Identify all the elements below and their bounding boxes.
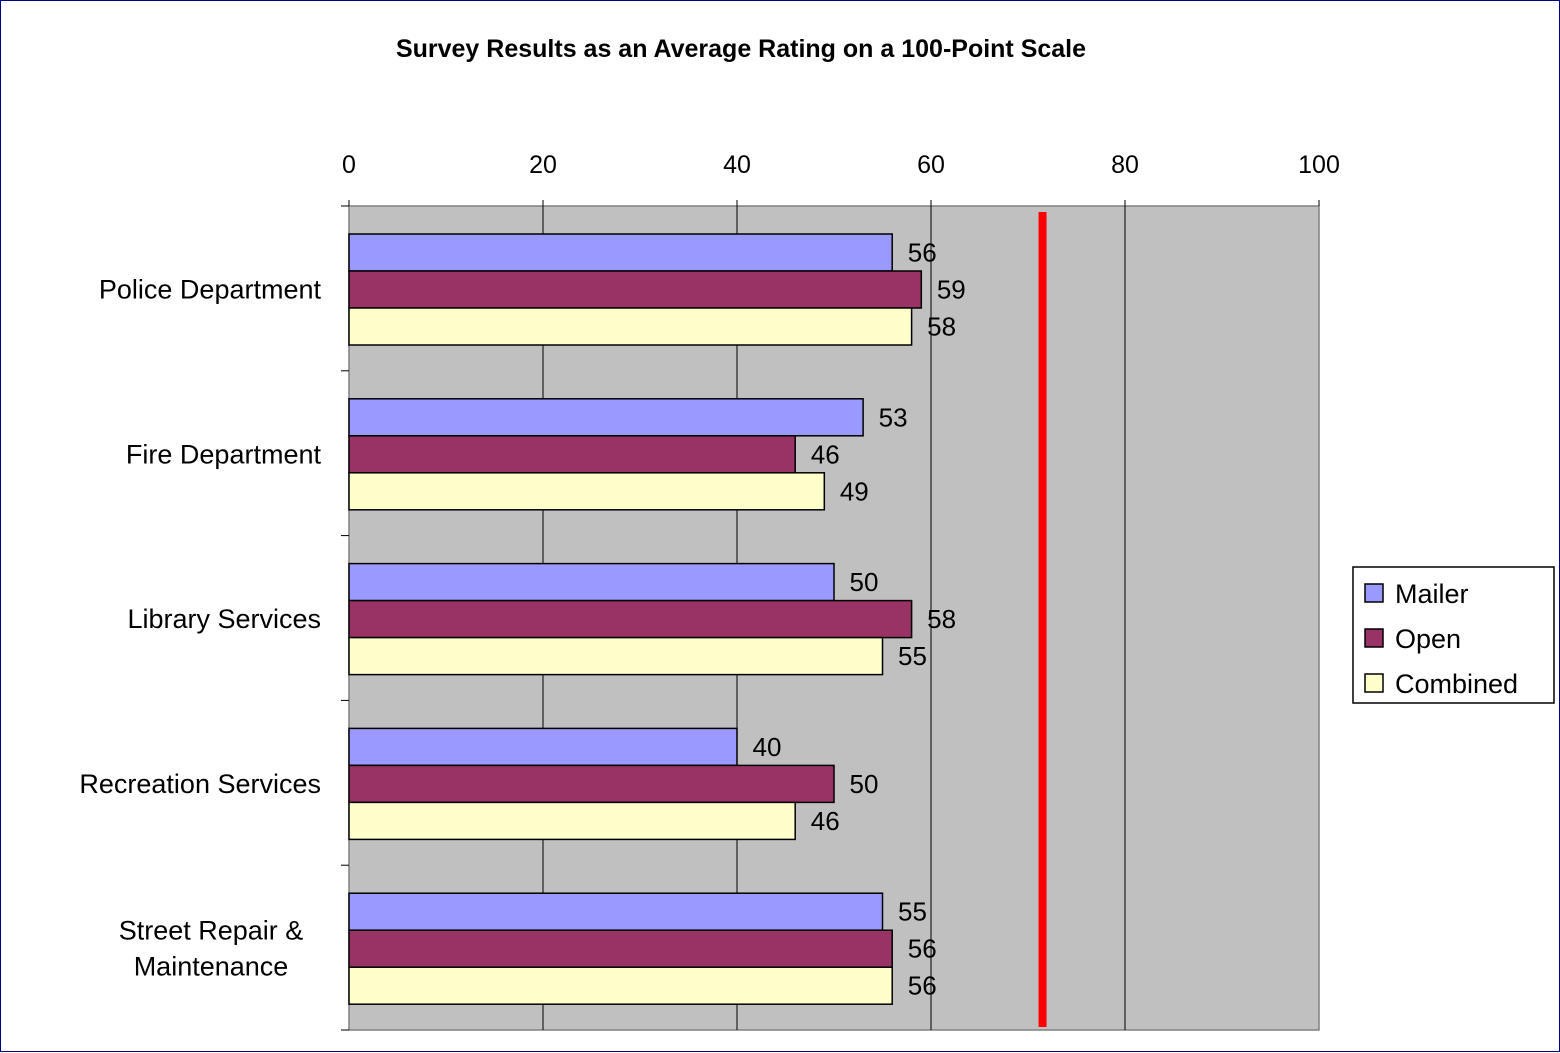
bar-mailer bbox=[348, 562, 835, 602]
data-label: 46 bbox=[811, 439, 840, 469]
data-label: 55 bbox=[898, 897, 927, 927]
x-tick-label-0: 0 bbox=[342, 151, 356, 179]
bar-combined bbox=[348, 636, 884, 676]
bar-mailer bbox=[348, 398, 864, 437]
category-label: Fire Department bbox=[126, 439, 322, 469]
legend-label-combined: Combined bbox=[1395, 669, 1518, 699]
category-label: Library Services bbox=[127, 604, 321, 634]
category-label: Street Repair & bbox=[119, 916, 304, 946]
x-tick-label-100: 100 bbox=[1298, 151, 1340, 179]
category-label: Maintenance bbox=[134, 952, 289, 982]
chart-title: Survey Results as an Average Rating on a… bbox=[396, 35, 1086, 63]
data-label: 53 bbox=[879, 402, 908, 432]
x-tick-label-20: 20 bbox=[529, 151, 557, 179]
data-label: 55 bbox=[898, 641, 927, 671]
data-label: 56 bbox=[908, 934, 937, 964]
category-label: Police Department bbox=[99, 275, 322, 305]
legend-swatch-mailer bbox=[1364, 583, 1384, 603]
data-label: 49 bbox=[840, 476, 869, 506]
bar-combined bbox=[348, 472, 826, 511]
data-label: 59 bbox=[937, 275, 966, 305]
bar-open bbox=[348, 270, 923, 309]
x-tick-label-80: 80 bbox=[1111, 151, 1139, 179]
category-label: Recreation Services bbox=[79, 769, 321, 799]
bar-mailer bbox=[348, 727, 738, 767]
bar-open bbox=[348, 929, 893, 968]
data-label: 58 bbox=[927, 604, 956, 634]
bar-mailer bbox=[348, 892, 884, 931]
data-label: 56 bbox=[908, 971, 937, 1001]
bar-open bbox=[348, 764, 835, 804]
data-label: 56 bbox=[908, 238, 937, 268]
legend-label-open: Open bbox=[1395, 624, 1461, 654]
legend-swatch-combined bbox=[1364, 673, 1384, 693]
legend: Mailer Open Combined bbox=[1352, 566, 1555, 704]
bar-mailer bbox=[348, 233, 893, 272]
legend-label-mailer: Mailer bbox=[1395, 579, 1469, 609]
x-tick-label-40: 40 bbox=[723, 151, 751, 179]
x-tick-label-60: 60 bbox=[917, 151, 945, 179]
bar-combined bbox=[348, 307, 913, 346]
data-label: 50 bbox=[850, 769, 879, 799]
data-label: 50 bbox=[850, 567, 879, 597]
data-label: 46 bbox=[811, 806, 840, 836]
bar-open bbox=[348, 599, 913, 639]
bar-combined bbox=[348, 966, 893, 1005]
legend-swatch-open bbox=[1364, 628, 1384, 648]
data-label: 58 bbox=[927, 312, 956, 342]
legend-box bbox=[1352, 566, 1555, 704]
bar-open bbox=[348, 435, 796, 474]
bar-combined bbox=[348, 801, 796, 841]
data-label: 40 bbox=[753, 732, 782, 762]
